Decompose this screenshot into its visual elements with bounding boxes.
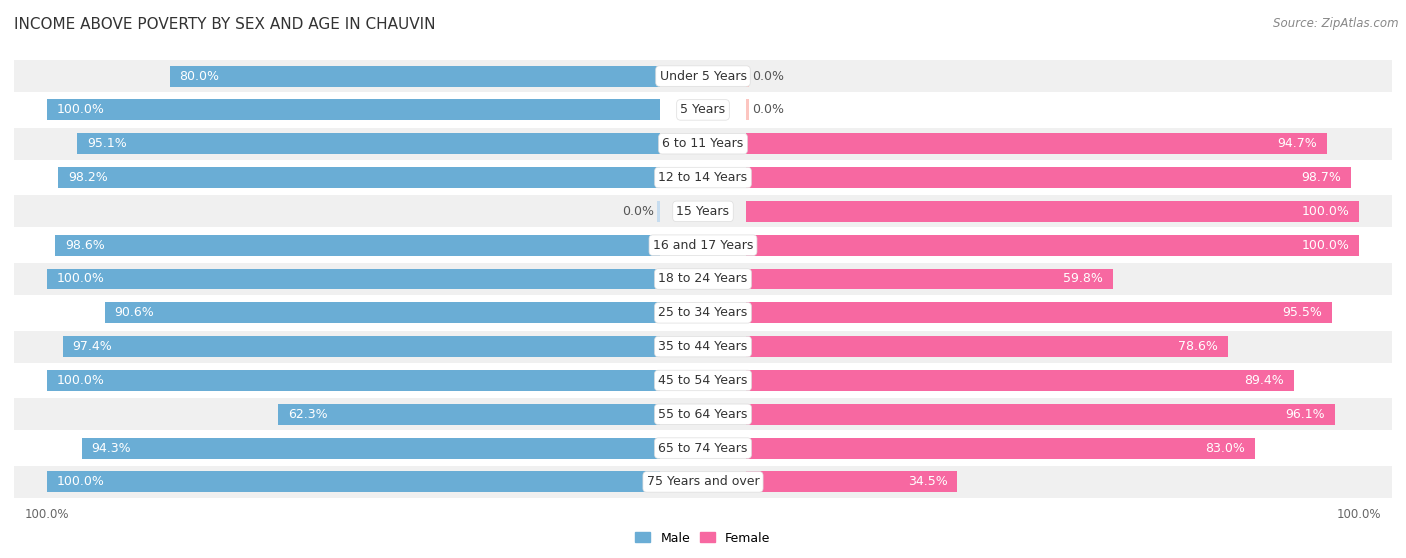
Text: 83.0%: 83.0% xyxy=(1205,441,1244,455)
Bar xyxy=(46,268,661,290)
Text: 55 to 64 Years: 55 to 64 Years xyxy=(658,408,748,421)
Bar xyxy=(278,404,661,425)
Bar xyxy=(63,336,661,357)
Bar xyxy=(745,472,957,492)
Bar xyxy=(14,296,1392,330)
Text: 95.5%: 95.5% xyxy=(1282,306,1322,319)
Bar xyxy=(46,99,661,121)
Text: 0.0%: 0.0% xyxy=(752,103,785,117)
Text: 100.0%: 100.0% xyxy=(56,374,104,387)
Text: 34.5%: 34.5% xyxy=(908,475,948,488)
Text: 96.1%: 96.1% xyxy=(1285,408,1326,421)
Bar xyxy=(46,472,661,492)
Bar xyxy=(657,201,661,222)
Bar xyxy=(745,404,1336,425)
Bar xyxy=(745,235,1360,256)
Text: Source: ZipAtlas.com: Source: ZipAtlas.com xyxy=(1274,17,1399,30)
Text: 100.0%: 100.0% xyxy=(1302,239,1350,252)
Text: 6 to 11 Years: 6 to 11 Years xyxy=(662,137,744,150)
Bar xyxy=(745,201,1360,222)
Text: 100.0%: 100.0% xyxy=(56,475,104,488)
Bar xyxy=(745,336,1227,357)
Bar xyxy=(14,59,1392,93)
Text: 12 to 14 Years: 12 to 14 Years xyxy=(658,171,748,184)
Bar xyxy=(14,93,1392,127)
Bar xyxy=(745,370,1294,391)
Bar xyxy=(745,167,1351,188)
Text: 80.0%: 80.0% xyxy=(180,70,219,83)
Bar xyxy=(14,364,1392,397)
Text: 18 to 24 Years: 18 to 24 Years xyxy=(658,272,748,286)
Text: 0.0%: 0.0% xyxy=(752,70,785,83)
Bar xyxy=(55,235,661,256)
Text: 98.6%: 98.6% xyxy=(65,239,105,252)
Bar xyxy=(745,302,1331,323)
Text: 65 to 74 Years: 65 to 74 Years xyxy=(658,441,748,455)
Bar xyxy=(745,66,749,86)
Text: 16 and 17 Years: 16 and 17 Years xyxy=(652,239,754,252)
Bar xyxy=(14,194,1392,228)
Bar xyxy=(745,268,1112,290)
Text: 97.4%: 97.4% xyxy=(73,340,112,353)
Text: 98.7%: 98.7% xyxy=(1302,171,1341,184)
Bar xyxy=(14,161,1392,194)
Text: 62.3%: 62.3% xyxy=(288,408,328,421)
Bar xyxy=(14,330,1392,364)
Text: Under 5 Years: Under 5 Years xyxy=(659,70,747,83)
Text: 35 to 44 Years: 35 to 44 Years xyxy=(658,340,748,353)
Bar xyxy=(745,133,1327,154)
Bar xyxy=(745,99,749,121)
Text: 45 to 54 Years: 45 to 54 Years xyxy=(658,374,748,387)
Text: 59.8%: 59.8% xyxy=(1063,272,1102,286)
Legend: Male, Female: Male, Female xyxy=(630,527,776,550)
Text: 89.4%: 89.4% xyxy=(1244,374,1284,387)
Text: INCOME ABOVE POVERTY BY SEX AND AGE IN CHAUVIN: INCOME ABOVE POVERTY BY SEX AND AGE IN C… xyxy=(14,17,436,32)
Bar xyxy=(58,167,661,188)
Text: 100.0%: 100.0% xyxy=(56,103,104,117)
Bar xyxy=(104,302,661,323)
Text: 25 to 34 Years: 25 to 34 Years xyxy=(658,306,748,319)
Bar xyxy=(14,127,1392,161)
Text: 94.7%: 94.7% xyxy=(1277,137,1317,150)
Text: 100.0%: 100.0% xyxy=(1302,205,1350,218)
Text: 100.0%: 100.0% xyxy=(56,272,104,286)
Bar xyxy=(82,437,661,459)
Bar xyxy=(14,431,1392,465)
Text: 94.3%: 94.3% xyxy=(91,441,131,455)
Bar xyxy=(170,66,661,86)
Text: 0.0%: 0.0% xyxy=(621,205,654,218)
Bar xyxy=(745,437,1254,459)
Bar xyxy=(14,397,1392,431)
Bar xyxy=(46,370,661,391)
Text: 90.6%: 90.6% xyxy=(114,306,155,319)
Text: 15 Years: 15 Years xyxy=(676,205,730,218)
Text: 5 Years: 5 Years xyxy=(681,103,725,117)
Bar xyxy=(14,228,1392,262)
Bar xyxy=(14,262,1392,296)
Text: 75 Years and over: 75 Years and over xyxy=(647,475,759,488)
Text: 78.6%: 78.6% xyxy=(1178,340,1218,353)
Bar xyxy=(14,465,1392,499)
Text: 98.2%: 98.2% xyxy=(67,171,107,184)
Text: 95.1%: 95.1% xyxy=(87,137,127,150)
Bar xyxy=(77,133,661,154)
